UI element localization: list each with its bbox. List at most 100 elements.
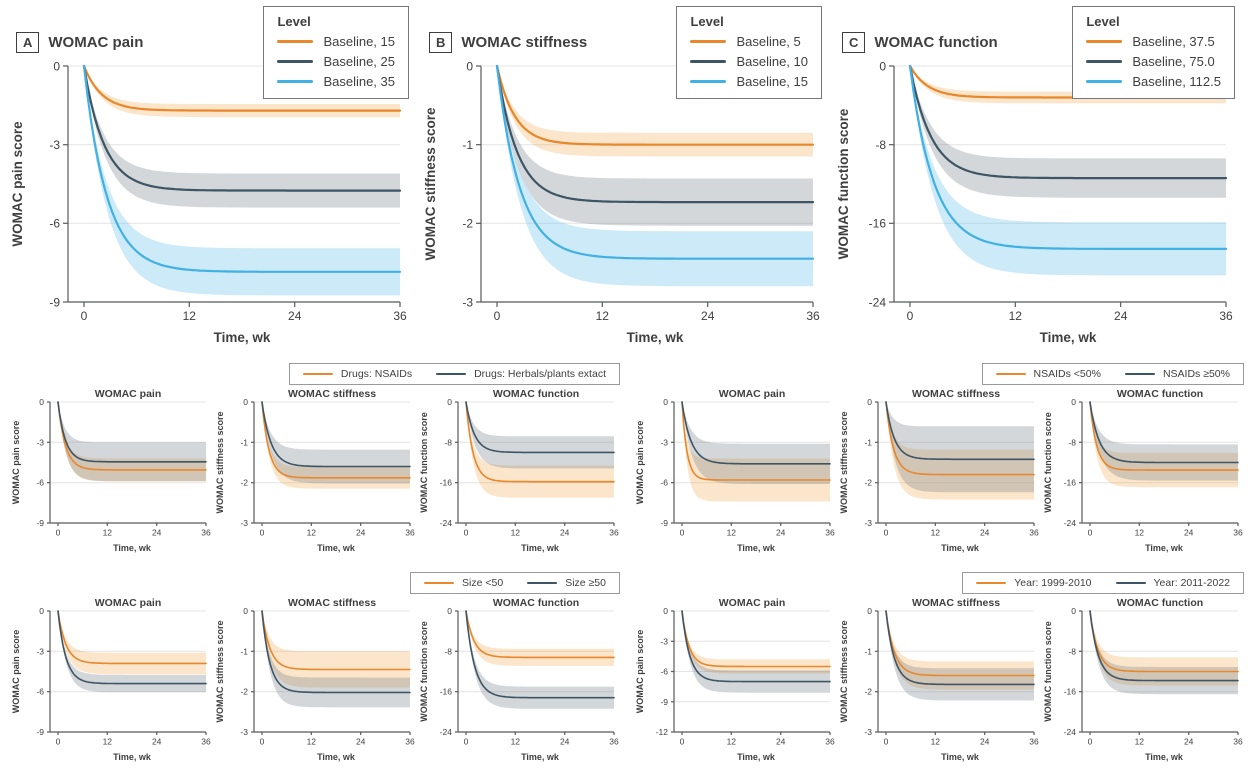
panel-b-legend: Level Baseline, 5 Baseline, 10 Baseline,… — [676, 6, 822, 99]
svg-text:-6: -6 — [660, 478, 668, 488]
svg-text:-9: -9 — [660, 518, 668, 528]
svg-text:-2: -2 — [240, 478, 248, 488]
svg-text:-16: -16 — [440, 478, 453, 488]
svg-text:0: 0 — [1071, 397, 1076, 407]
svg-text:12: 12 — [307, 528, 317, 538]
svg-text:36: 36 — [1029, 737, 1039, 747]
svg-text:36: 36 — [806, 309, 820, 323]
panel-a-header: A WOMAC pain — [16, 30, 421, 54]
chart-svg: 0 -8 -16 -24 0 12 24 36 WOMAC function WOMAC func… — [419, 388, 619, 553]
panel-a-legend: Level Baseline, 15 Baseline, 25 Baseline… — [263, 6, 409, 99]
x-axis-label: Time, wk — [737, 543, 776, 553]
legend-item-label: Baseline, 35 — [323, 74, 395, 89]
top-panel-row: A WOMAC pain Level Baseline, 15 Baseline… — [0, 0, 1256, 353]
svg-text:12: 12 — [931, 528, 941, 538]
blue-line-swatch-icon — [1086, 80, 1123, 83]
svg-text:0: 0 — [663, 606, 668, 616]
svg-text:24: 24 — [980, 528, 990, 538]
svg-text:-1: -1 — [864, 437, 872, 447]
x-axis-label: Time, wk — [317, 752, 356, 762]
svg-text:36: 36 — [1029, 528, 1039, 538]
svg-text:-8: -8 — [875, 138, 886, 152]
svg-text:36: 36 — [405, 737, 415, 747]
panel-letter-a: A — [16, 31, 40, 53]
chart-size-function: 0 -8 -16 -24 0 12 24 36 WOMAC function WOMAC func… — [418, 596, 622, 771]
svg-text:-3: -3 — [462, 295, 473, 309]
svg-text:24: 24 — [776, 528, 786, 538]
x-axis-label: Time, wk — [521, 543, 560, 553]
svg-text:36: 36 — [405, 528, 415, 538]
svg-text:36: 36 — [825, 528, 835, 538]
chart-svg: 0 -1 -2 -3 0 12 24 36 WOMAC stiffness WOMAC stiff… — [215, 597, 415, 762]
svg-text:0: 0 — [907, 309, 914, 323]
y-axis-label: WOMAC stiffness score — [839, 620, 849, 722]
x-axis-label: Time, wk — [1145, 543, 1184, 553]
svg-text:-6: -6 — [660, 667, 668, 677]
legend-item-label: Drugs: Herbals/plants extact — [474, 368, 606, 380]
svg-text:24: 24 — [980, 737, 990, 747]
legend-item: Baseline, 5 — [690, 34, 808, 49]
svg-text:-3: -3 — [864, 518, 872, 528]
svg-text:12: 12 — [1135, 737, 1145, 747]
legend-item-label: Baseline, 37.5 — [1132, 34, 1215, 49]
svg-text:-24: -24 — [1064, 727, 1077, 737]
y-axis-label: WOMAC stiffness score — [215, 620, 225, 722]
chart-year-function: 0 -8 -16 -24 0 12 24 36 WOMAC function WOMAC func… — [1042, 596, 1246, 771]
svg-text:36: 36 — [1233, 737, 1243, 747]
x-axis-label: Time, wk — [627, 330, 684, 345]
orange-line-swatch-icon — [1086, 40, 1123, 43]
svg-text:-1: -1 — [240, 437, 248, 447]
panel-c-header: C WOMAC function — [842, 30, 1247, 54]
y-axis-label: WOMAC function score — [1043, 621, 1053, 722]
svg-text:-1: -1 — [864, 646, 872, 656]
chart-svg: 0 -3 -6 -9 0 12 24 36 WOMAC pain WOMAC pain score… — [11, 597, 211, 762]
svg-text:24: 24 — [1114, 309, 1128, 323]
chart-svg: 0 -8 -16 -24 0 12 24 36 WOMAC function WOMAC func… — [419, 597, 619, 762]
svg-text:12: 12 — [183, 309, 197, 323]
dark-line-swatch-icon — [527, 581, 558, 585]
x-axis-label: Time, wk — [1040, 330, 1097, 345]
svg-text:24: 24 — [152, 528, 162, 538]
svg-text:24: 24 — [152, 737, 162, 747]
panel-letter-c: C — [842, 31, 866, 53]
svg-text:-16: -16 — [869, 217, 887, 231]
svg-text:-8: -8 — [1068, 646, 1076, 656]
svg-text:-8: -8 — [444, 646, 452, 656]
svg-text:36: 36 — [825, 737, 835, 747]
svg-text:12: 12 — [103, 528, 113, 538]
svg-text:-9: -9 — [660, 697, 668, 707]
y-axis-label: WOMAC pain score — [635, 421, 645, 505]
legend-item-label: NSAIDs <50% — [1033, 368, 1101, 380]
svg-text:0: 0 — [39, 397, 44, 407]
legend-header: Level — [277, 14, 311, 29]
legend-item: Baseline, 15 — [690, 74, 808, 89]
chart-svg: 0 -1 -2 -3 0 12 24 36 WOMAC stiffness WOMAC stiff… — [215, 388, 415, 553]
chart-womac-function-baseline: 0 -8 -16 -24 0 12 24 36 WOMAC function score Time… — [834, 56, 1247, 353]
chart-svg: 0 -8 -16 -24 0 12 24 36 WOMAC function WOMAC func… — [1043, 388, 1243, 553]
svg-text:-2: -2 — [864, 478, 872, 488]
chart-nsaids-pct-pain: 0 -3 -6 -9 0 12 24 36 WOMAC pain WOMAC pain score… — [634, 387, 838, 562]
orange-line-swatch-icon — [690, 40, 727, 43]
chart-title: WOMAC function — [493, 597, 579, 609]
chart-womac-stiffness-baseline: 0 -1 -2 -3 0 12 24 36 WOMAC stiffness score Time,… — [421, 56, 834, 353]
svg-text:24: 24 — [356, 528, 366, 538]
svg-text:-3: -3 — [660, 437, 668, 447]
blue-line-swatch-icon — [277, 80, 314, 83]
svg-text:0: 0 — [81, 309, 88, 323]
legend-item: Drugs: Herbals/plants extact — [436, 368, 606, 380]
legend-item-label: Baseline, 112.5 — [1132, 74, 1221, 89]
panel-c-legend: Level Baseline, 37.5 Baseline, 75.0 Base… — [1072, 6, 1235, 99]
chart-year-stiffness: 0 -1 -2 -3 0 12 24 36 WOMAC stiffness WOMAC stiff… — [838, 596, 1042, 771]
legend-item-label: NSAIDs ≥50% — [1162, 368, 1230, 380]
svg-text:0: 0 — [447, 397, 452, 407]
svg-text:12: 12 — [931, 737, 941, 747]
dark-line-swatch-icon — [1115, 581, 1146, 585]
svg-text:-1: -1 — [462, 138, 473, 152]
legend-item-label: Size ≥50 — [565, 577, 606, 589]
svg-text:-24: -24 — [440, 518, 453, 528]
legend-item: Baseline, 10 — [690, 54, 808, 69]
svg-text:0: 0 — [663, 397, 668, 407]
svg-text:0: 0 — [884, 737, 889, 747]
svg-text:36: 36 — [1233, 528, 1243, 538]
svg-text:-3: -3 — [240, 727, 248, 737]
